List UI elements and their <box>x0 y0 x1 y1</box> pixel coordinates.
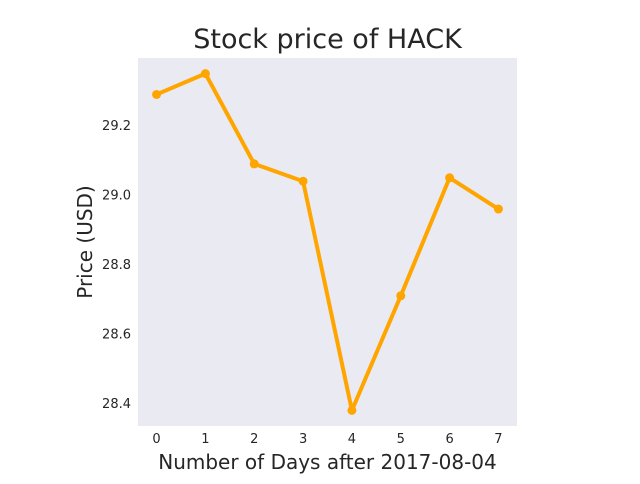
x-tick-label: 6 <box>445 432 453 447</box>
data-point <box>249 159 259 169</box>
y-tick-label: 28.8 <box>102 258 131 273</box>
x-tick-label: 5 <box>397 432 405 447</box>
plot-area <box>138 58 517 426</box>
y-tick-label: 29.0 <box>102 189 131 204</box>
data-point <box>200 69 210 79</box>
x-tick-label: 3 <box>299 432 307 447</box>
y-axis-label: Price (USD) <box>73 185 97 299</box>
y-tick-labels: 28.4 28.6 28.8 29.0 29.2 <box>102 119 131 412</box>
x-tick-label: 1 <box>201 432 209 447</box>
y-tick-label: 29.2 <box>102 119 131 134</box>
x-tick-label: 4 <box>348 432 356 447</box>
chart-title: Stock price of HACK <box>193 24 463 55</box>
data-point <box>396 291 406 301</box>
x-tick-label: 0 <box>152 432 160 447</box>
y-tick-label: 28.4 <box>102 397 131 412</box>
series-layer <box>152 69 503 415</box>
x-tick-labels: 0 1 2 3 4 5 6 7 <box>152 432 502 447</box>
data-point <box>298 176 308 186</box>
data-point <box>347 405 357 415</box>
y-tick-label: 28.6 <box>102 328 131 343</box>
x-axis-label: Number of Days after 2017-08-04 <box>158 450 497 474</box>
data-point <box>493 204 503 214</box>
series-line <box>154 71 501 413</box>
data-point <box>152 89 162 99</box>
x-tick-label: 2 <box>250 432 258 447</box>
data-point <box>445 173 455 183</box>
x-tick-label: 7 <box>494 432 502 447</box>
